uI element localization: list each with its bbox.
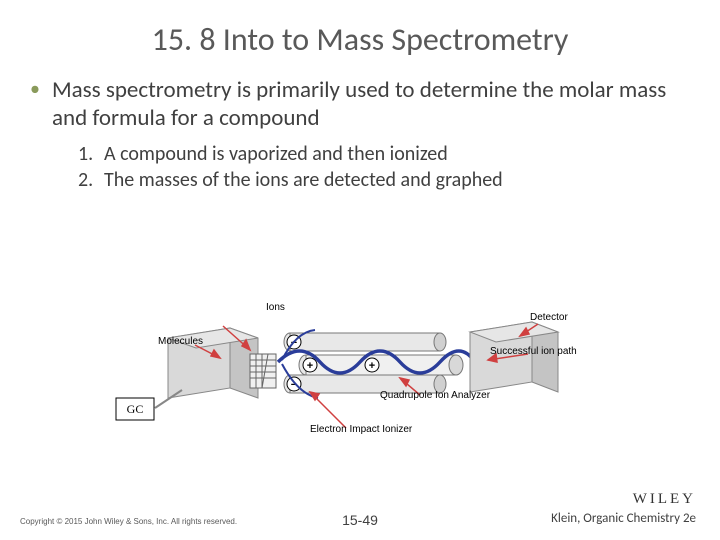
item-number: 1. bbox=[78, 142, 104, 166]
item-text: A compound is vaporized and then ionized bbox=[104, 142, 448, 166]
detector-label: Detector bbox=[530, 312, 568, 323]
gc-label: GC bbox=[127, 402, 144, 416]
svg-text:+: + bbox=[369, 360, 375, 372]
successpath-label: Successful ion path bbox=[490, 346, 577, 357]
quadrupole-label: Quadrupole Ion Analyzer bbox=[380, 390, 490, 401]
list-item: 2. The masses of the ions are detected a… bbox=[78, 168, 690, 192]
item-number: 2. bbox=[78, 168, 104, 192]
bullet-marker: • bbox=[30, 77, 40, 132]
detector-box bbox=[470, 322, 558, 392]
page-number: 15-49 bbox=[342, 512, 378, 528]
book-reference: Klein, Organic Chemistry 2e bbox=[551, 511, 696, 526]
mass-spec-diagram: GC bbox=[110, 280, 590, 450]
item-text: The masses of the ions are detected and … bbox=[104, 168, 503, 192]
footer: Copyright © 2015 John Wiley & Sons, Inc.… bbox=[0, 502, 720, 532]
svg-text:+: + bbox=[307, 360, 313, 372]
ionizer-grid bbox=[250, 354, 276, 388]
copyright-text: Copyright © 2015 John Wiley & Sons, Inc.… bbox=[20, 517, 237, 526]
slide-title: 15. 8 Into to Mass Spectrometry bbox=[30, 20, 690, 59]
list-item: 1. A compound is vaporized and then ioni… bbox=[78, 142, 690, 166]
main-bullet: • Mass spectrometry is primarily used to… bbox=[30, 77, 690, 132]
ions-label: Ions bbox=[266, 302, 285, 313]
bullet-text: Mass spectrometry is primarily used to d… bbox=[52, 77, 690, 132]
numbered-list: 1. A compound is vaporized and then ioni… bbox=[78, 142, 690, 192]
wiley-logo: WILEY bbox=[633, 491, 696, 508]
ionizer-label: Electron Impact Ionizer bbox=[310, 424, 412, 435]
molecules-label: Molecules bbox=[158, 336, 203, 347]
